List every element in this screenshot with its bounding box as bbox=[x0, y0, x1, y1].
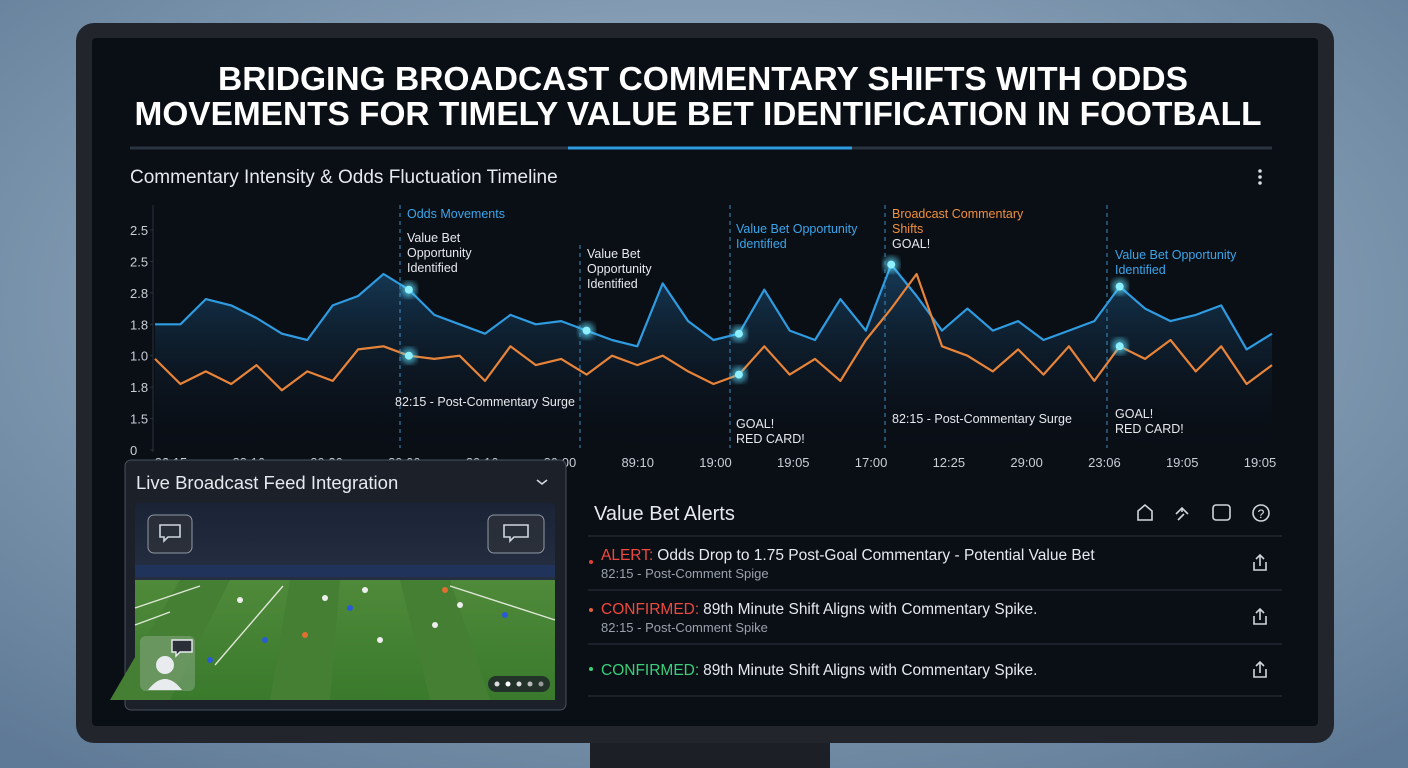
alert-text: ALERT: Odds Drop to 1.75 Post-Goal Commen… bbox=[601, 547, 1095, 564]
chat-icon bbox=[171, 639, 193, 658]
help-button[interactable] bbox=[1252, 504, 1270, 522]
share-button[interactable] bbox=[1253, 607, 1267, 625]
y-tick-label: 1.0 bbox=[130, 349, 148, 364]
annotation: Value Bet Opportunity bbox=[736, 222, 858, 236]
y-tick-label: 1.5 bbox=[130, 412, 148, 427]
annotation: GOAL! bbox=[1115, 407, 1153, 421]
annotation: Shifts bbox=[892, 222, 923, 236]
x-tick-label: 29:00 bbox=[1010, 455, 1043, 470]
share-button[interactable] bbox=[1253, 660, 1267, 678]
annotations: Odds Movements Value Bet Opportunity Ide… bbox=[395, 207, 1237, 446]
annotation: GOAL! bbox=[892, 237, 930, 251]
status-dot bbox=[589, 560, 593, 564]
alert-message: 89th Minute Shift Aligns with Commentary… bbox=[703, 662, 1037, 679]
pitch-stripes bbox=[110, 580, 490, 700]
chat-icon bbox=[503, 524, 529, 543]
pitch-lines bbox=[134, 585, 556, 666]
marker bbox=[734, 370, 743, 379]
area bbox=[155, 264, 1272, 450]
alert-tag: ALERT: bbox=[601, 547, 653, 564]
page-title: MOVEMENTS FOR TIMELY VALUE BET IDENTIFIC… bbox=[135, 95, 1262, 132]
marker bbox=[887, 260, 896, 269]
chat-button[interactable] bbox=[147, 514, 193, 554]
status-dot bbox=[589, 608, 593, 612]
alert-message: 89th Minute Shift Aligns with Commentary… bbox=[703, 601, 1037, 618]
menu-button[interactable] bbox=[1258, 169, 1262, 185]
annotation: Odds Movements bbox=[407, 207, 505, 221]
marker bbox=[404, 351, 413, 360]
annotation: Identified bbox=[407, 261, 458, 275]
alert-sub: 82:15 - Post-Comment Spike bbox=[601, 620, 768, 635]
players bbox=[207, 587, 508, 663]
marker bbox=[1115, 342, 1124, 351]
annotation: RED CARD! bbox=[1115, 422, 1184, 436]
panel-title: Live Broadcast Feed Integration bbox=[136, 472, 398, 493]
collapse-button[interactable] bbox=[536, 479, 548, 486]
page-title: BRIDGING BROADCAST COMMENTARY SHIFTS WIT… bbox=[218, 60, 1188, 97]
annotation-lines bbox=[399, 205, 1108, 448]
annotation: 82:15 - Post-Commentary Surge bbox=[395, 395, 575, 409]
alert-tag: CONFIRMED: bbox=[601, 662, 699, 679]
y-tick-label: 2.5 bbox=[130, 254, 148, 269]
annotation: Value Bet bbox=[407, 231, 461, 245]
avatar bbox=[148, 679, 182, 690]
status-dot bbox=[589, 667, 593, 671]
y-tick-label: 0 bbox=[130, 443, 137, 458]
y-tick-label: 2.8 bbox=[130, 286, 148, 301]
help-icon: ? bbox=[1258, 507, 1265, 521]
carousel-dots[interactable] bbox=[494, 681, 544, 687]
x-tick-label: 17:00 bbox=[855, 455, 888, 470]
marker bbox=[734, 329, 743, 338]
alert-text: CONFIRMED: 89th Minute Shift Aligns with … bbox=[601, 662, 1037, 679]
chat-button[interactable] bbox=[487, 514, 545, 554]
annotation: Value Bet bbox=[587, 247, 641, 261]
share-button[interactable] bbox=[1175, 506, 1189, 521]
ad-board bbox=[135, 565, 555, 577]
annotation: Broadcast Commentary bbox=[892, 207, 1024, 221]
home-button[interactable] bbox=[1137, 503, 1153, 521]
annotation: GOAL! bbox=[736, 417, 774, 431]
chat-icon bbox=[159, 524, 181, 543]
y-tick-label: 1.8 bbox=[130, 317, 148, 332]
annotation: Identified bbox=[587, 277, 638, 291]
alert-text: CONFIRMED: 89th Minute Shift Aligns with … bbox=[601, 601, 1037, 618]
y-tick-label: 1.8 bbox=[130, 380, 148, 395]
x-tick-label: 19:05 bbox=[1166, 455, 1199, 470]
x-tick-label: 19:00 bbox=[699, 455, 732, 470]
annotation: RED CARD! bbox=[736, 432, 805, 446]
x-tick-label: 19:05 bbox=[1244, 455, 1277, 470]
line bbox=[154, 272, 1273, 392]
alert-message: Odds Drop to 1.75 Post-Goal Commentary -… bbox=[657, 547, 1095, 564]
line bbox=[155, 263, 1273, 351]
x-tick-label: 19:05 bbox=[777, 455, 810, 470]
chart-title: Commentary Intensity & Odds Fluctuation … bbox=[130, 167, 558, 188]
marker bbox=[1115, 282, 1124, 291]
annotation: Opportunity bbox=[407, 246, 472, 260]
y-tick-label: 2.5 bbox=[130, 223, 148, 238]
annotation: Identified bbox=[736, 237, 787, 251]
annotation: Opportunity bbox=[587, 262, 652, 276]
feed-panel: Live Broadcast Feed Integration bbox=[110, 459, 567, 711]
alert-sub: 82:15 - Post-Comment Spige bbox=[601, 566, 769, 581]
avatar bbox=[156, 656, 174, 674]
share-button[interactable] bbox=[1253, 553, 1267, 571]
x-tick-label: 23:06 bbox=[1088, 455, 1121, 470]
window-button[interactable] bbox=[1212, 504, 1231, 521]
marker bbox=[582, 326, 591, 335]
x-tick-label: 89:10 bbox=[621, 455, 654, 470]
alerts-panel: Value Bet Alerts ? ALERT: Odds Drop to 1.… bbox=[588, 503, 1282, 697]
panel-title: Value Bet Alerts bbox=[594, 503, 735, 525]
alert-tag: CONFIRMED: bbox=[601, 601, 699, 618]
annotation: Value Bet Opportunity bbox=[1115, 248, 1237, 262]
x-tick-label: 12:25 bbox=[933, 455, 966, 470]
marker bbox=[404, 285, 413, 294]
annotation: Identified bbox=[1115, 263, 1166, 277]
annotation: 82:15 - Post-Commentary Surge bbox=[892, 412, 1072, 426]
